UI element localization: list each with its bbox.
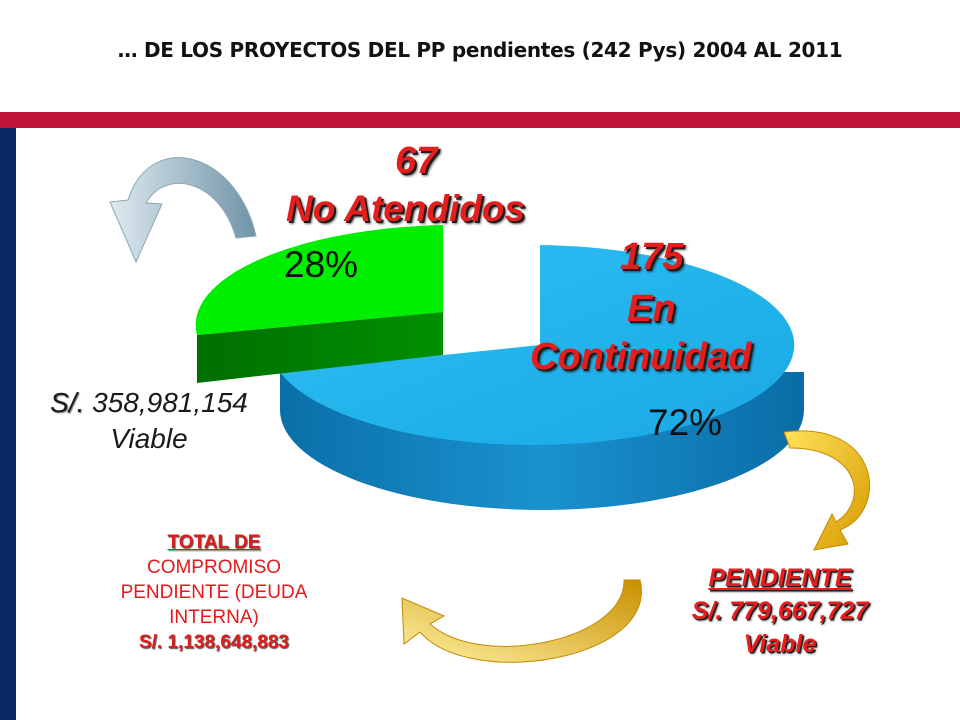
no-atendidos-percent: 28% xyxy=(284,244,359,285)
en-continuidad-count: 175 xyxy=(620,236,684,278)
top-accent-bar xyxy=(0,112,960,128)
total-line1: TOTAL DE xyxy=(167,532,261,553)
no-atendidos-label: No Atendidos xyxy=(286,188,526,229)
en-continuidad-label-line1: En xyxy=(627,288,676,330)
pending-block: PENDIENTE S/. 779,667,727 Viable xyxy=(650,562,910,661)
pie-slice-no-atendidos xyxy=(195,225,443,335)
pending-amount: S/. 779,667,727 xyxy=(691,597,869,625)
left-accent-bar xyxy=(0,128,16,720)
curved-arrow-gold-left-icon xyxy=(401,579,642,663)
curved-arrow-gray-icon xyxy=(109,157,257,264)
en-continuidad-percent: 72% xyxy=(648,402,723,443)
pie-slice-en-continuidad xyxy=(280,245,795,445)
total-line3: PENDIENTE (DEUDA xyxy=(120,582,308,603)
total-commitment-block: TOTAL DE COMPROMISO PENDIENTE (DEUDA INT… xyxy=(104,530,324,655)
pending-label: PENDIENTE xyxy=(708,564,852,592)
left-amount-value: 358,981,154 xyxy=(92,387,248,418)
total-line2: COMPROMISO xyxy=(146,557,282,578)
left-amount-block: S/. 358,981,154 Viable xyxy=(14,385,284,457)
curved-arrow-gold-down-icon xyxy=(783,430,871,551)
no-atendidos-count: 67 xyxy=(395,140,438,182)
pie-slice-no-atendidos-side xyxy=(197,312,443,383)
left-amount-prefix: S/. xyxy=(50,387,85,418)
left-amount-status: Viable xyxy=(110,423,188,454)
slide-title: … DE LOS PROYECTOS DEL PP pendientes (24… xyxy=(117,38,843,62)
en-continuidad-label-line2: Continuidad xyxy=(530,336,752,378)
total-line4: INTERNA) xyxy=(169,607,259,628)
pending-status: Viable xyxy=(743,630,817,658)
total-amount: S/. 1,138,648,883 xyxy=(138,632,289,653)
